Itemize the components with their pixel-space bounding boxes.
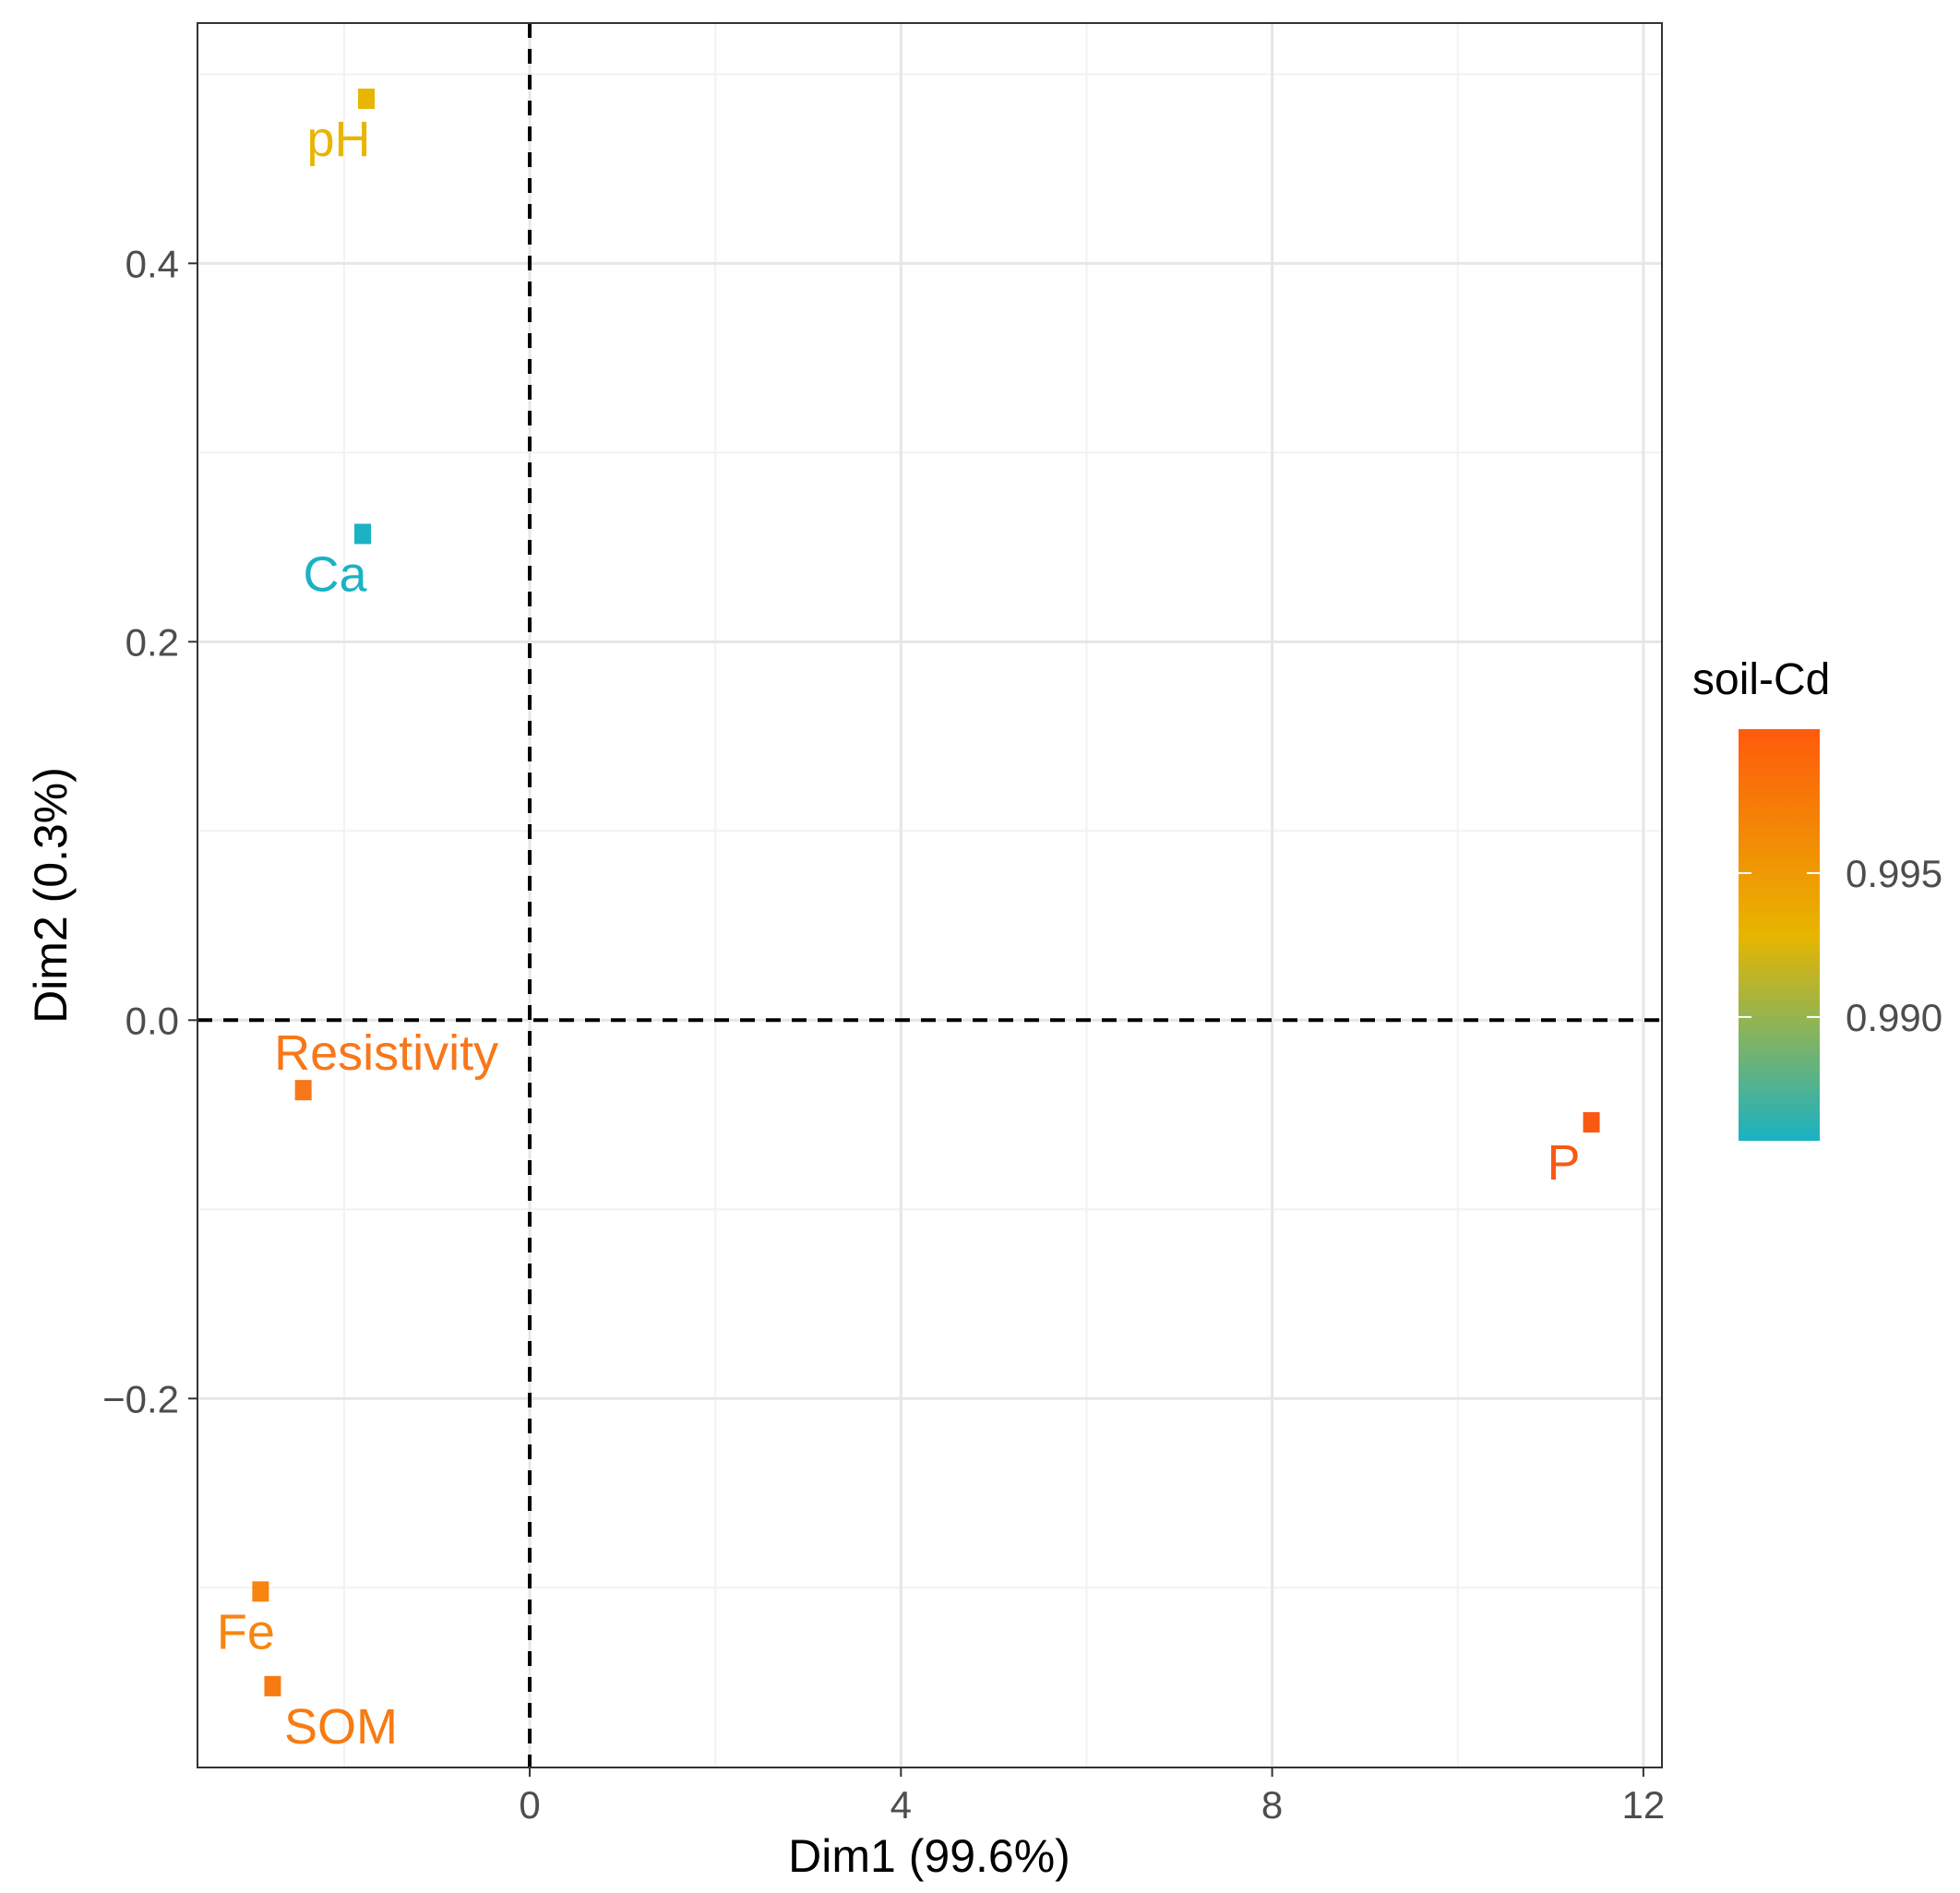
y-tick-label: 0.2 bbox=[125, 620, 179, 664]
point-som bbox=[264, 1675, 281, 1696]
point-p bbox=[1583, 1111, 1600, 1132]
y-tick-label: −0.2 bbox=[102, 1377, 179, 1420]
x-tick-label: 0 bbox=[519, 1783, 540, 1827]
x-axis-title: Dim1 (99.6%) bbox=[788, 1830, 1070, 1882]
x-tick-label: 4 bbox=[890, 1783, 912, 1827]
axes: 0 4 8 12 −0.2 0.0 0.2 0.4 bbox=[102, 242, 1665, 1827]
point-label-ca: Ca bbox=[303, 546, 367, 602]
point-fe bbox=[252, 1581, 269, 1602]
legend-colorbar bbox=[1739, 729, 1820, 1141]
x-tick-label: 8 bbox=[1261, 1783, 1283, 1827]
point-label-resistivity: Resistivity bbox=[274, 1025, 498, 1081]
point-label-som: SOM bbox=[284, 1699, 398, 1755]
plot-panel-background bbox=[197, 23, 1662, 1767]
point-resistivity bbox=[294, 1080, 312, 1101]
plot-panel-border bbox=[197, 22, 1663, 1768]
legend-tick-label: 0.995 bbox=[1846, 852, 1942, 895]
legend-tick-label: 0.990 bbox=[1846, 996, 1942, 1039]
y-axis-title: Dim2 (0.3%) bbox=[25, 767, 77, 1024]
legend-title: soil-Cd bbox=[1692, 655, 1830, 704]
point-ph bbox=[358, 88, 376, 109]
reference-lines bbox=[197, 23, 1662, 1767]
color-legend: soil-Cd 0.995 0.990 bbox=[1692, 655, 1942, 1141]
point-label-fe: Fe bbox=[217, 1604, 275, 1659]
point-ca bbox=[354, 523, 372, 545]
y-tick-label: 0.0 bbox=[125, 999, 179, 1042]
x-tick-label: 12 bbox=[1622, 1783, 1666, 1827]
y-tick-label: 0.4 bbox=[125, 242, 179, 285]
point-label-p: P bbox=[1548, 1135, 1581, 1191]
grid-lines bbox=[197, 23, 1662, 1767]
point-label-ph: pH bbox=[307, 112, 371, 167]
